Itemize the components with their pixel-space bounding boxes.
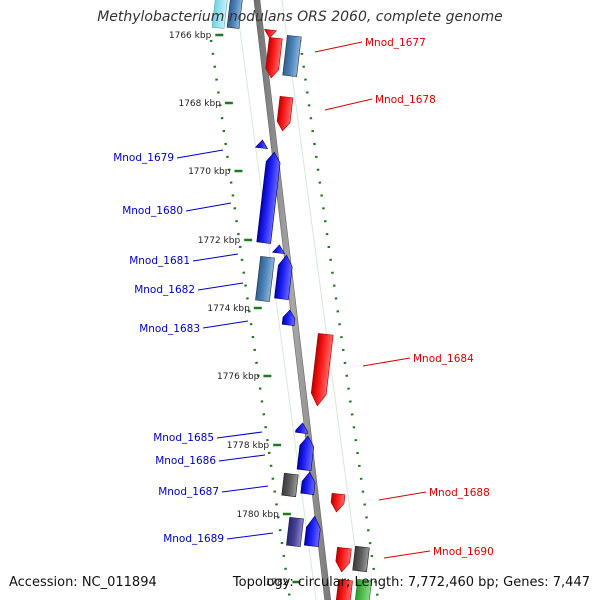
gene-mnod-1690[interactable] — [335, 546, 352, 573]
leader-line-mnod-1681 — [192, 253, 239, 262]
gene-label-mnod-1678[interactable]: Mnod_1678 — [375, 94, 436, 106]
gene-feature-edge[interactable] — [226, 0, 244, 29]
leader-line-mnod-1688 — [378, 491, 427, 501]
leader-line-mnod-1684 — [362, 357, 411, 367]
leader-line-mnod-1677 — [314, 41, 363, 53]
gene-label-mnod-1683[interactable]: Mnod_1683 — [139, 323, 200, 335]
leader-line-mnod-1686 — [218, 454, 266, 462]
gene-mnod-1680[interactable] — [256, 151, 282, 244]
gene-mnod-1689[interactable] — [286, 516, 304, 548]
gene-mnod-1683[interactable] — [281, 309, 296, 326]
leader-line-mnod-1682 — [197, 282, 244, 291]
gene-mnod-1686[interactable] — [296, 435, 315, 472]
leader-line-mnod-1683 — [202, 320, 249, 329]
leader-line-mnod-1679 — [176, 149, 224, 159]
gene-mnod-1689[interactable] — [303, 515, 321, 548]
gene-label-mnod-1689[interactable]: Mnod_1689 — [163, 533, 224, 545]
leader-line-mnod-1690 — [383, 550, 431, 559]
gene-label-mnod-1684[interactable]: Mnod_1684 — [413, 353, 474, 365]
gene-mnod-1677[interactable] — [282, 34, 302, 78]
scale-label: 1780 kbp — [236, 510, 279, 520]
leader-group — [176, 41, 431, 559]
gene-feature-edge[interactable] — [263, 28, 278, 39]
gene-label-mnod-1681[interactable]: Mnod_1681 — [129, 255, 190, 267]
gene-label-mnod-1679[interactable]: Mnod_1679 — [113, 152, 174, 164]
accession-text: Accession: NC_011894 — [9, 575, 157, 590]
gene-mnod-1682[interactable] — [274, 254, 293, 300]
leader-line-mnod-1680 — [185, 202, 232, 212]
gene-label-mnod-1685[interactable]: Mnod_1685 — [153, 432, 214, 444]
scale-label: 1768 kbp — [178, 99, 221, 109]
scale-label: 1774 kbp — [207, 304, 250, 314]
scale-label: 1782 — [266, 578, 289, 588]
scale-label: 1772 kbp — [198, 236, 241, 246]
scale-label: 1776 kbp — [217, 372, 260, 382]
gene-mnod-1688[interactable] — [330, 492, 346, 513]
guide-line-right — [281, 0, 363, 600]
scale-label: 1770 kbp — [188, 167, 231, 177]
ring-group — [209, 0, 380, 600]
gene-label-mnod-1690[interactable]: Mnod_1690 — [433, 546, 494, 558]
gene-mnod-1685[interactable] — [295, 422, 308, 434]
leader-line-mnod-1678 — [324, 98, 373, 111]
scale-label: 1778 kbp — [227, 441, 270, 451]
leader-line-mnod-1687 — [221, 485, 269, 493]
scale-ring-right — [298, 39, 380, 600]
gene-mnod-1681[interactable] — [271, 244, 286, 255]
gene-label-mnod-1677[interactable]: Mnod_1677 — [365, 37, 426, 49]
gene-label-mnod-1687[interactable]: Mnod_1687 — [158, 486, 219, 498]
gene-label-mnod-1680[interactable]: Mnod_1680 — [122, 205, 183, 217]
gene-label-mnod-1688[interactable]: Mnod_1688 — [429, 487, 490, 499]
leader-line-mnod-1685 — [216, 431, 263, 439]
gene-mnod-1677[interactable] — [265, 37, 283, 79]
topology-text: Topology: circular; Length: 7,772,460 bp… — [232, 575, 590, 590]
scale-label-group: 1766 kbp 1768 kbp 1770 kbp 1772 kbp 1774 kbp… — [169, 31, 301, 588]
gene-mnod-1687[interactable] — [281, 472, 299, 498]
gene-feature-edge[interactable] — [211, 0, 229, 29]
guide-line-left — [235, 0, 317, 600]
gene-group — [211, 0, 372, 600]
gene-label-mnod-1682[interactable]: Mnod_1682 — [134, 284, 195, 296]
scale-label: 1766 kbp — [169, 31, 212, 41]
gene-label-group: Mnod_1677 Mnod_1678 Mnod_1679 Mnod_1680 Mnod… — [113, 37, 494, 558]
gene-feature-edge[interactable] — [335, 578, 353, 600]
gene-mnod-1678[interactable] — [276, 96, 294, 132]
gene-mnod-1687[interactable] — [300, 471, 316, 496]
genome-title: Methylobacterium nodulans ORS 2060, comp… — [97, 9, 503, 25]
gene-mnod-1684[interactable] — [310, 333, 334, 407]
gene-mnod-1690[interactable] — [352, 545, 370, 573]
leader-line-mnod-1689 — [226, 532, 274, 540]
gene-mnod-1679[interactable] — [254, 139, 269, 150]
gene-mnod-1682[interactable] — [255, 256, 275, 302]
gene-feature-edge[interactable] — [354, 578, 372, 600]
gene-label-mnod-1686[interactable]: Mnod_1686 — [155, 455, 216, 467]
